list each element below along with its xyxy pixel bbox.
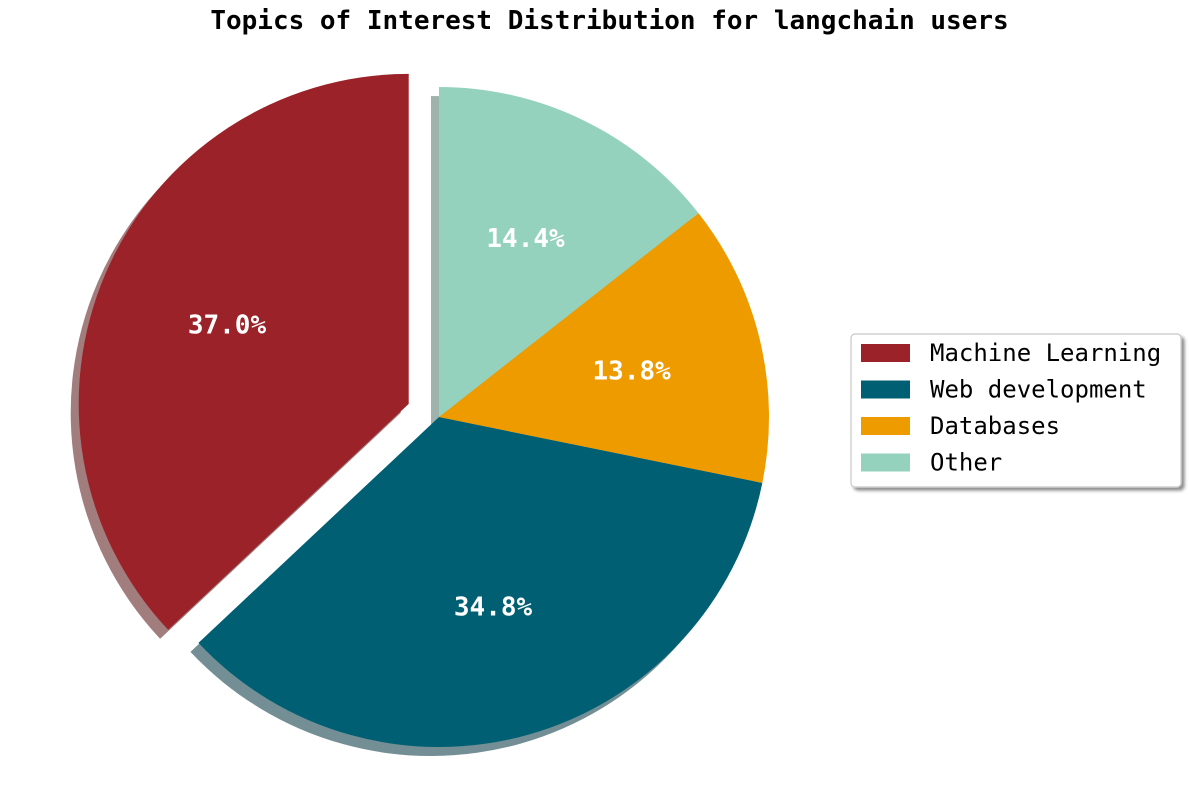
pie-slice-other bbox=[439, 87, 699, 417]
legend-label-databases: Databases bbox=[930, 412, 1060, 440]
chart-title: Topics of Interest Distribution for lang… bbox=[210, 6, 1009, 36]
pie-slice-web-development bbox=[198, 417, 763, 748]
legend-label-machine-learning: Machine Learning bbox=[930, 339, 1161, 367]
legend-swatch-other bbox=[861, 453, 910, 472]
legend-swatch-databases bbox=[861, 417, 910, 435]
legend-label-web-development: Web development bbox=[930, 376, 1147, 404]
pie-slice-machine-learning bbox=[78, 73, 409, 630]
legend-swatch-web-development bbox=[861, 380, 910, 399]
slice-label-other: 14.4% bbox=[486, 224, 565, 254]
slice-labels: 37.0% 34.8% 13.8% 14.4% bbox=[188, 224, 671, 623]
legend-label-other: Other bbox=[930, 449, 1002, 477]
slice-label-databases: 13.8% bbox=[593, 356, 672, 386]
slice-label-machine-learning: 37.0% bbox=[188, 310, 267, 340]
slice-label-web-development: 34.8% bbox=[454, 592, 533, 622]
legend-swatch-machine-learning bbox=[861, 344, 910, 362]
legend-frame bbox=[850, 333, 1182, 488]
pie-slices bbox=[78, 73, 769, 748]
pie-slice-databases bbox=[439, 213, 769, 483]
legend: Machine Learning Web development Databases… bbox=[850, 333, 1182, 488]
